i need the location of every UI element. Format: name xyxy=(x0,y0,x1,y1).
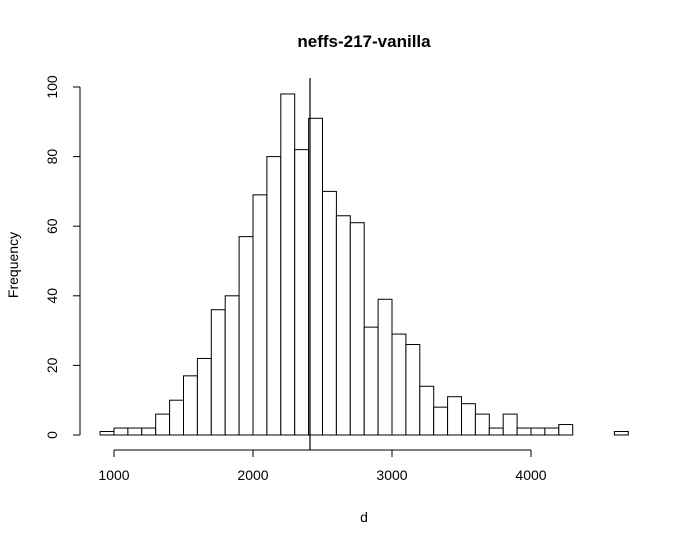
histogram-bar xyxy=(322,190,337,436)
histogram-bar xyxy=(474,413,490,436)
histogram-bar xyxy=(141,427,157,436)
histogram-bar xyxy=(280,93,296,436)
histogram-bar xyxy=(363,326,379,436)
y-tick-label: 100 xyxy=(44,75,60,99)
histogram-bar xyxy=(224,295,240,436)
histogram-bar xyxy=(405,344,421,436)
histogram-bar xyxy=(308,117,324,436)
histogram-bar xyxy=(461,403,476,436)
x-tick-label: 4000 xyxy=(515,467,546,483)
histogram-bar xyxy=(447,396,463,436)
histogram-bar xyxy=(391,333,407,436)
histogram-bar xyxy=(266,156,282,436)
histogram-bar xyxy=(169,399,185,436)
chart-title: neffs-217-vanilla xyxy=(297,32,431,51)
histogram-bar xyxy=(558,424,574,436)
y-tick-label: 40 xyxy=(44,288,60,304)
histogram-bar xyxy=(516,427,532,436)
histogram-bar xyxy=(155,413,171,436)
histogram-bar xyxy=(349,222,365,436)
y-axis: 0 20 40 60 80 100 xyxy=(44,75,81,439)
y-tick-label: 0 xyxy=(44,431,60,439)
x-tick-label: 2000 xyxy=(237,467,268,483)
histogram-bar xyxy=(99,431,115,436)
histogram-bar xyxy=(613,431,629,436)
histogram-bar xyxy=(530,427,546,436)
histogram-bar xyxy=(544,427,560,436)
histogram-bar xyxy=(196,357,212,436)
histogram-bar xyxy=(210,309,226,436)
x-tick-label: 3000 xyxy=(376,467,407,483)
histogram-bar xyxy=(419,385,435,436)
histogram-bar xyxy=(488,427,504,436)
histogram-bar xyxy=(127,427,143,436)
y-tick-label: 60 xyxy=(44,218,60,234)
histogram-bar xyxy=(502,413,518,436)
histogram-bar xyxy=(433,406,449,436)
x-tick-label: 1000 xyxy=(98,467,129,483)
histogram-bar xyxy=(335,215,351,436)
y-axis-label: Frequency xyxy=(5,232,21,298)
histogram-bar xyxy=(252,194,268,436)
x-axis-label: d xyxy=(360,509,368,525)
y-tick-label: 20 xyxy=(44,357,60,373)
y-tick-label: 80 xyxy=(44,149,60,165)
histogram-bar xyxy=(183,375,198,436)
histogram-bar xyxy=(113,427,129,436)
bars-group xyxy=(99,93,629,436)
histogram-bar xyxy=(377,298,393,436)
x-axis: 1000 2000 3000 4000 xyxy=(98,449,547,483)
histogram-bar xyxy=(238,236,254,436)
histogram-bar xyxy=(294,149,310,436)
